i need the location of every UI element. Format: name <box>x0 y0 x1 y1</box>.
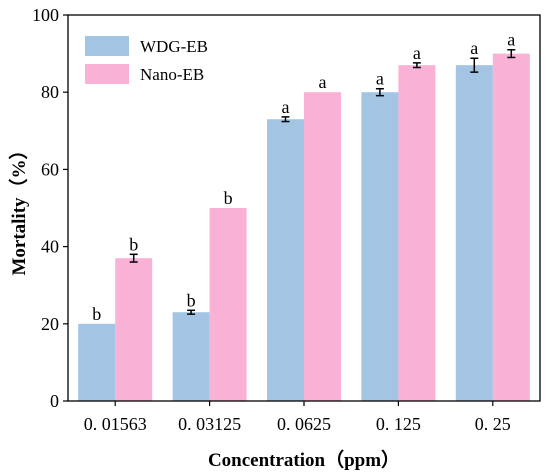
bar-nano-eb-3 <box>304 92 341 401</box>
bar-wdg-eb-4 <box>361 92 399 401</box>
significance-label-nano-eb-2: b <box>224 188 233 208</box>
x-tick-label-4: 0. 125 <box>376 414 421 434</box>
significance-label-nano-eb-4: a <box>413 43 421 63</box>
legend-swatch-wdg-eb <box>85 36 129 56</box>
significance-label-nano-eb-3: a <box>319 72 327 92</box>
x-tick-label-1: 0. 01563 <box>84 414 147 434</box>
legend-swatch-nano-eb <box>85 64 129 84</box>
y-tick-label-3: 40 <box>41 237 59 257</box>
y-tick-label-6: 100 <box>32 5 59 25</box>
significance-label-wdg-eb-2: b <box>187 290 196 310</box>
y-tick-label-2: 20 <box>41 314 59 334</box>
bar-wdg-eb-3 <box>267 119 304 401</box>
significance-label-wdg-eb-5: a <box>470 38 478 58</box>
bar-nano-eb-2 <box>209 208 247 401</box>
x-tick-label-5: 0. 25 <box>475 414 511 434</box>
significance-label-nano-eb-1: b <box>129 234 138 254</box>
significance-label-wdg-eb-1: b <box>92 304 101 324</box>
y-tick-label-1: 0 <box>50 391 59 411</box>
bar-nano-eb-4 <box>398 65 436 402</box>
legend: WDG-EB Nano-EB <box>85 36 208 84</box>
y-axis-title: Mortality（%） <box>7 140 30 275</box>
legend-label-wdg-eb: WDG-EB <box>140 37 208 56</box>
bar-nano-eb-1 <box>115 258 153 401</box>
legend-label-nano-eb: Nano-EB <box>140 65 204 84</box>
y-tick-label-4: 60 <box>41 159 59 179</box>
axes: 0 20 40 60 80 100 <box>32 5 541 411</box>
bars-group: b b 0. 01563 b b 0. 03125 a a 0. 0625 a a 0. 125 a a 0… <box>78 30 530 434</box>
significance-label-nano-eb-5: a <box>507 30 515 50</box>
x-tick-label-3: 0. 0625 <box>277 414 331 434</box>
bar-wdg-eb-1 <box>78 323 116 401</box>
x-axis-title: Concentration（ppm） <box>208 448 400 471</box>
x-tick-label-2: 0. 03125 <box>178 414 241 434</box>
plot-frame <box>67 14 541 402</box>
y-tick-label-5: 80 <box>41 82 59 102</box>
bar-nano-eb-5 <box>492 53 530 401</box>
significance-label-wdg-eb-3: a <box>282 97 290 117</box>
bar-wdg-eb-2 <box>172 312 210 401</box>
significance-label-wdg-eb-4: a <box>376 69 384 89</box>
bar-wdg-eb-5 <box>455 65 493 402</box>
